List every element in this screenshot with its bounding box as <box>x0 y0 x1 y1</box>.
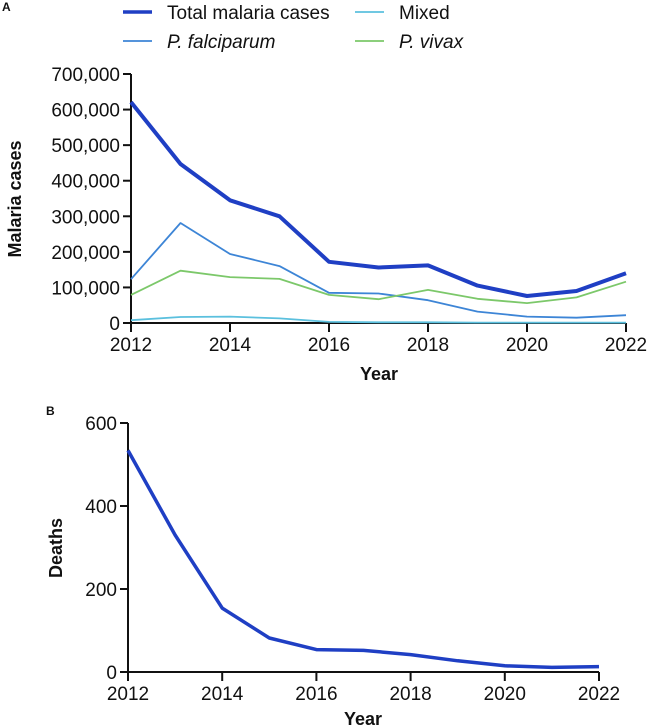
x-tick-label: 2012 <box>107 684 149 705</box>
x-tick-label: 2016 <box>308 335 350 356</box>
legend-label-p-vivax: P. vivax <box>399 32 465 53</box>
y-tick-label: 100,000 <box>51 278 120 299</box>
panel-label-a: A <box>2 0 11 14</box>
panel-a: 0 100,000 200,000 300,000 400,000 500,000 600,… <box>51 65 647 356</box>
x-tick-label: 2020 <box>484 684 526 705</box>
x-tick-label: 2012 <box>110 335 152 356</box>
y-tick-label: 400 <box>85 497 117 518</box>
y-tick-label: 600 <box>85 414 117 435</box>
legend-label-total-malaria-cases: Total malaria cases <box>167 3 330 24</box>
x-tick-label: 2022 <box>605 335 647 356</box>
x-tick-label: 2020 <box>506 335 548 356</box>
y-axis-title-a: Malaria cases <box>5 140 25 257</box>
y-tick-label: 700,000 <box>51 65 120 86</box>
legend: Total malaria cases Mixed P. falciparum P. … <box>123 3 465 53</box>
x-tick-label: 2018 <box>389 684 431 705</box>
x-tick-label: 2022 <box>578 684 620 705</box>
y-tick-label: 300,000 <box>51 207 120 228</box>
series-line-deaths <box>126 449 600 670</box>
series-line-total-malaria-cases <box>129 100 627 298</box>
series-line-mixed <box>130 315 626 324</box>
y-tick-label: 500,000 <box>51 136 120 157</box>
panel-label-b: B <box>46 404 55 418</box>
x-tick-label: 2014 <box>209 335 252 356</box>
x-tick-label: 2018 <box>407 335 449 356</box>
y-tick-label: 600,000 <box>51 101 120 122</box>
y-tick-label: 200 <box>85 580 117 601</box>
y-tick-label: 400,000 <box>51 172 120 193</box>
series-line-p-vivax <box>130 269 627 305</box>
y-tick-label: 0 <box>106 663 117 684</box>
series-line-p-falciparum <box>130 222 627 319</box>
x-axis-title-b: Year <box>344 709 382 728</box>
x-axis-title-a: Year <box>360 364 398 384</box>
y-tick-label: 0 <box>109 314 120 335</box>
legend-label-mixed: Mixed <box>399 3 450 24</box>
x-tick-label: 2016 <box>295 684 337 705</box>
panel-b: 0 200 400 600 2012 2014 2016 2018 2020 2022 <box>85 414 620 705</box>
x-tick-label: 2014 <box>201 684 244 705</box>
legend-label-p-falciparum: P. falciparum <box>167 32 275 53</box>
y-axis-title-b: Deaths <box>46 518 66 578</box>
y-tick-label: 200,000 <box>51 243 120 264</box>
